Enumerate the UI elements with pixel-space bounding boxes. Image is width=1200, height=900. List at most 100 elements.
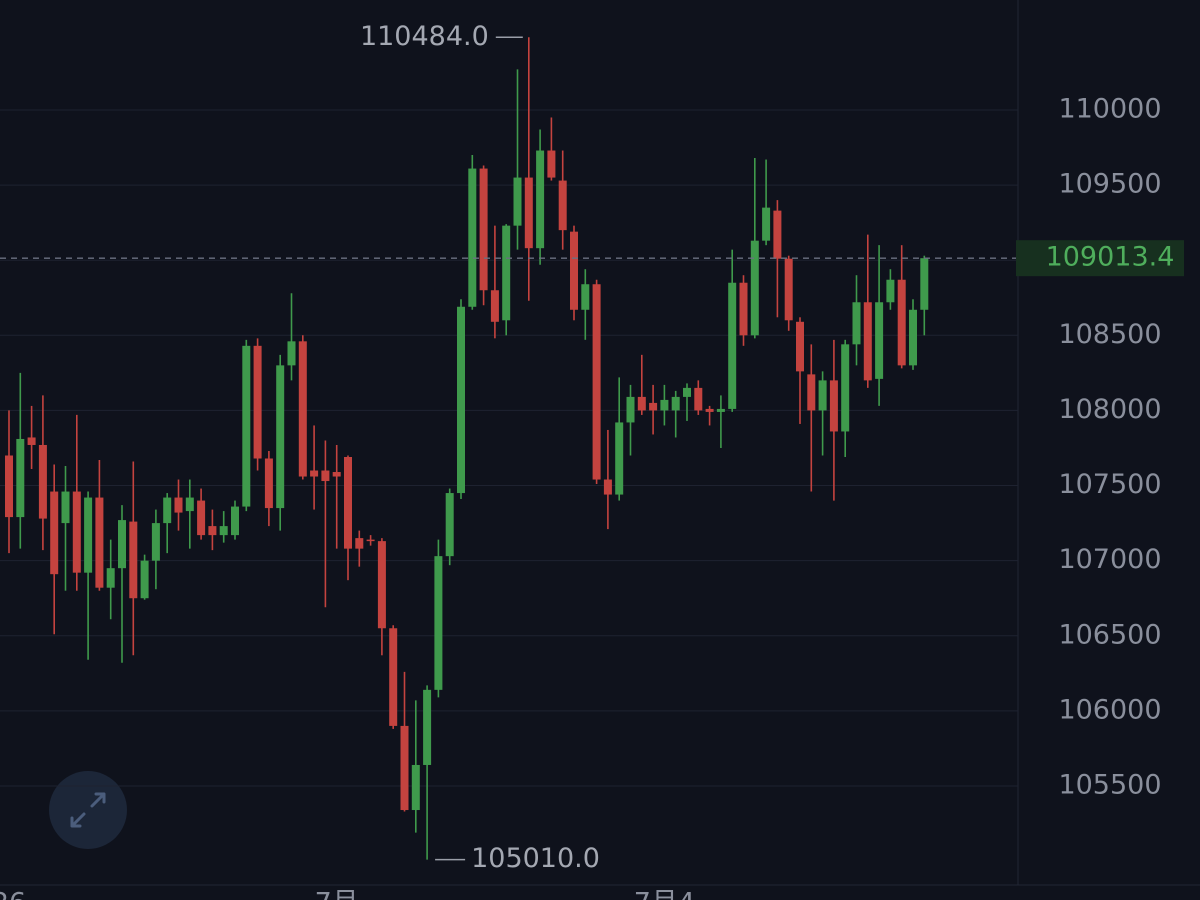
candle-body [276,365,285,509]
candle-body [728,282,737,409]
candle-body [457,306,465,494]
annotation-label: 110484.0 [360,21,489,52]
candle-body [886,279,895,303]
candle-body [434,556,443,690]
candle-body [626,396,635,423]
candle-body [762,207,771,241]
candle-body [310,470,319,477]
y-tick-label: 107500 [1058,469,1161,500]
candle-body [163,497,172,524]
candle-body [603,479,612,495]
candle-body [660,399,669,411]
candle-body [445,493,454,557]
candle-body [366,539,375,542]
candle-body [264,458,273,509]
candle-body [592,284,601,480]
candle-body [784,258,793,321]
candle-body [490,290,499,322]
candle-body [95,497,104,588]
y-tick-label: 108000 [1058,394,1161,425]
candle-body [570,231,578,310]
candle-body [694,387,703,411]
x-tick-label: 7月 [315,888,359,900]
candle-body [253,345,262,459]
candle-body [38,444,47,519]
y-tick-label: 108500 [1058,319,1161,350]
candle-body [400,725,409,811]
candle-body [705,408,714,412]
current-price-label: 109013.4 [1046,242,1175,273]
candle-body [683,387,691,397]
candle-body [536,150,545,249]
candle-body [807,374,816,411]
candle-body [547,150,556,178]
y-tick-label: 110000 [1058,93,1161,124]
candle-body [344,456,352,549]
candle-body [423,689,432,765]
candle-body [219,526,228,536]
candle-body [321,470,330,482]
candle-body [27,437,36,445]
y-tick-label: 105500 [1058,769,1161,800]
candle-body [920,258,929,310]
candle-body [287,341,296,366]
current-price-box [1016,240,1184,277]
candle-body [197,500,206,536]
candle-body [637,396,646,411]
candle-body [502,225,511,321]
candle-body [513,177,522,226]
candle-body [72,491,81,573]
candle-body [750,240,759,336]
candle-body [129,521,138,599]
y-tick-label: 106500 [1058,619,1161,650]
candle-body [185,497,194,512]
y-tick-label: 106000 [1058,694,1161,725]
candle-body [581,284,590,310]
candle-body [377,541,386,629]
candle-body [479,168,488,291]
candle-body [50,491,59,575]
x-tick-label: 7月4 [634,888,695,900]
x-tick-label: 26 [0,888,26,900]
candle-body [875,302,884,379]
candle-body [649,402,658,411]
candle-body [615,422,624,495]
candle-body [671,396,680,411]
annotation-label: 105010.0 [471,843,600,874]
candle-body [389,628,398,726]
candle-body [909,309,917,366]
candle-body [61,491,70,524]
expand-button-bg[interactable] [49,771,127,849]
candle-body [716,408,725,412]
candle-body [174,497,183,513]
candle-body [897,279,906,366]
candle-body [468,168,477,307]
candle-body [332,472,341,477]
candle-body [84,497,93,573]
candle-body [5,455,13,518]
candle-body [524,177,533,249]
candle-body [558,180,567,231]
candle-body [796,321,804,372]
candle-body [242,345,251,507]
candle-body [863,302,872,381]
candle-body [151,523,160,561]
candle-body [841,344,850,432]
candle-body [773,210,782,259]
expand-icon[interactable] [70,792,106,828]
candle-body [140,560,149,599]
candle-body [739,282,748,336]
candle-body [852,302,861,345]
y-tick-label: 107000 [1058,544,1161,575]
candle-body [355,538,364,549]
candle-body [411,764,420,811]
y-tick-label: 109500 [1058,169,1161,200]
candle-body [818,380,827,411]
candle-body [298,341,307,477]
candle-body [16,438,25,518]
expand-button[interactable] [49,771,127,849]
candle-body [106,568,115,588]
candle-body [231,506,239,536]
